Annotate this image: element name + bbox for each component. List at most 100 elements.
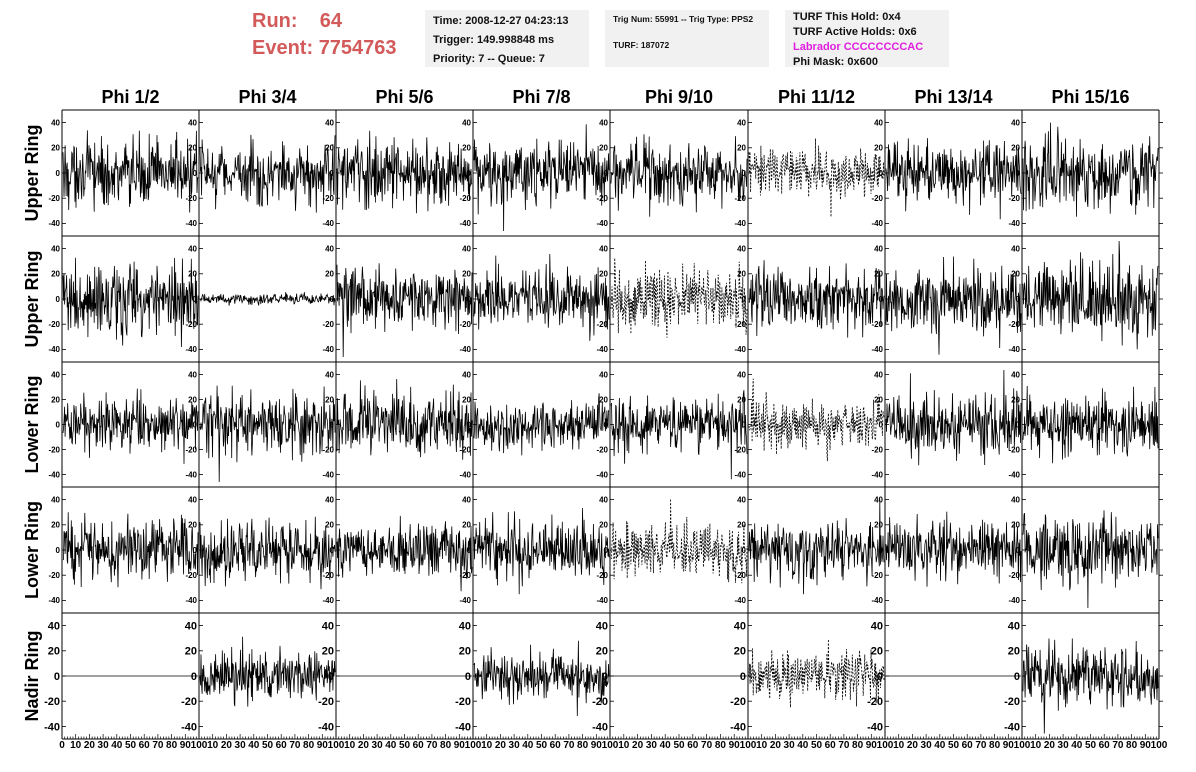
y-tick-label: -20 [871, 320, 883, 329]
turf-text: TURF: 187072 [613, 40, 670, 50]
column-header: Phi 11/12 [778, 87, 855, 107]
waveform-trace [885, 369, 1022, 466]
y-tick-label: -20 [318, 696, 334, 708]
trig-info-box: Trig Num: 55991 -- Trig Type: PPS2 TURF:… [605, 10, 769, 67]
row-label: Upper Ring [22, 251, 42, 348]
y-tick-label: 40 [325, 118, 334, 127]
y-tick-label: 40 [188, 370, 197, 379]
y-tick-label: 20 [325, 144, 334, 153]
y-tick-label: 20 [51, 144, 60, 153]
y-tick-label: 40 [599, 118, 608, 127]
x-tick-label: 100 [191, 740, 208, 751]
x-tick-label: 60 [550, 740, 562, 751]
x-tick-label: 30 [646, 740, 658, 751]
run-value: 64 [319, 10, 343, 32]
x-tick-label: 100 [328, 740, 345, 751]
waveform-trace [610, 390, 748, 480]
y-tick-label: 20 [325, 395, 334, 404]
x-tick-label: 70 [975, 740, 987, 751]
y-tick-label: 0 [604, 295, 609, 304]
waveform-trace [62, 388, 199, 464]
y-tick-label: 40 [188, 118, 197, 127]
y-tick-label: -40 [730, 721, 746, 733]
y-tick-label: -20 [1008, 445, 1020, 454]
y-tick-label: 0 [879, 420, 884, 429]
y-tick-label: 20 [1011, 395, 1020, 404]
x-tick-label: 20 [221, 740, 233, 751]
x-tick-label: 70 [1112, 740, 1124, 751]
waveform-trace [336, 263, 473, 358]
run-label: Run: [252, 10, 298, 32]
y-tick-label: 40 [325, 495, 334, 504]
y-tick-label: 0 [54, 671, 60, 683]
y-tick-label: 20 [737, 395, 746, 404]
waveform-trace [748, 499, 885, 595]
y-tick-label: 40 [51, 370, 60, 379]
y-tick-label: 40 [462, 495, 471, 504]
y-tick-label: -40 [455, 721, 471, 733]
x-tick-label: 10 [344, 740, 356, 751]
y-tick-label: 20 [874, 144, 883, 153]
row-label: Lower Ring [22, 376, 42, 474]
y-tick-label: -40 [1008, 470, 1020, 479]
y-tick-label: 20 [874, 395, 883, 404]
waveform-trace [1022, 385, 1159, 464]
x-tick-label: 40 [797, 740, 809, 751]
y-tick-label: 40 [596, 620, 608, 632]
y-tick-label: -40 [185, 470, 197, 479]
x-tick-label: 80 [715, 740, 727, 751]
waveform-trace [610, 134, 748, 217]
x-tick-label: 10 [70, 740, 82, 751]
priority-text: Priority: 7 -- Queue: 7 [433, 53, 545, 65]
trig-num-text: Trig Num: 55991 -- Trig Type: PPS2 [613, 14, 754, 24]
y-tick-label: -20 [181, 696, 197, 708]
y-tick-label: 20 [48, 646, 60, 658]
y-tick-label: -20 [592, 696, 608, 708]
turf-info-box: TURF This Hold: 0x4 TURF Active Holds: 0… [785, 10, 949, 68]
x-tick-label: 10 [893, 740, 905, 751]
x-tick-label: 20 [632, 740, 644, 751]
waveform-trace [610, 257, 748, 338]
y-tick-label: -40 [596, 470, 608, 479]
waveform-trace [1022, 638, 1159, 734]
y-tick-label: -20 [322, 320, 334, 329]
y-tick-label: 0 [604, 420, 609, 429]
x-tick-label: 20 [907, 740, 919, 751]
y-tick-label: -40 [871, 345, 883, 354]
y-tick-label: 0 [467, 546, 472, 555]
y-tick-label: -20 [871, 194, 883, 203]
y-tick-label: 20 [325, 521, 334, 530]
y-tick-label: -40 [734, 596, 746, 605]
x-tick-label: 80 [989, 740, 1001, 751]
y-tick-label: -20 [596, 571, 608, 580]
x-tick-label: 60 [825, 740, 837, 751]
y-tick-label: -20 [1008, 320, 1020, 329]
y-tick-label: -20 [596, 320, 608, 329]
y-tick-label: 40 [599, 495, 608, 504]
x-tick-label: 90 [866, 740, 878, 751]
y-tick-label: -40 [867, 721, 883, 733]
row-label: Nadir Ring [22, 630, 42, 721]
waveform-trace [473, 253, 610, 341]
x-tick-label: 30 [372, 740, 384, 751]
x-tick-label: 70 [563, 740, 575, 751]
y-tick-label: 40 [1008, 620, 1020, 632]
y-tick-label: 20 [599, 144, 608, 153]
y-tick-label: 20 [1011, 270, 1020, 279]
y-tick-label: 0 [330, 420, 335, 429]
x-tick-label: 80 [166, 740, 178, 751]
x-tick-label: 50 [1085, 740, 1097, 751]
waveform-trace [748, 138, 885, 217]
column-header: Phi 13/14 [914, 87, 992, 107]
event-line: Event: 7754763 [252, 35, 397, 62]
y-tick-label: -20 [322, 194, 334, 203]
y-tick-label: -20 [730, 696, 746, 708]
y-tick-label: 0 [56, 295, 61, 304]
y-tick-label: 20 [325, 270, 334, 279]
waveform-trace [1022, 240, 1159, 350]
y-tick-label: -40 [48, 470, 60, 479]
y-tick-label: 0 [328, 671, 334, 683]
y-tick-label: 0 [740, 671, 746, 683]
y-tick-label: -40 [734, 345, 746, 354]
x-tick-label: 30 [1058, 740, 1070, 751]
